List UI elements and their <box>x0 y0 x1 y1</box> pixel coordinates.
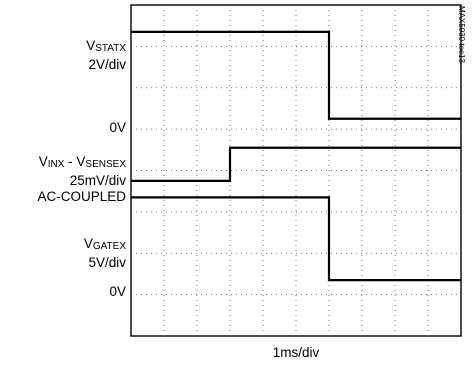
series-line-3 <box>131 196 461 282</box>
traces <box>131 30 461 282</box>
series-line-2 <box>131 146 461 182</box>
label-zero-statx: 0V <box>109 120 126 135</box>
label-zero-gatex: 0V <box>109 284 126 299</box>
label-vinx-vsensex: VINX - VSENSEX 25mV/div AC-COUPLED <box>37 154 126 204</box>
label-vgatex: VGATEX 5V/div <box>83 236 126 270</box>
x-axis-label: 1ms/div <box>272 345 320 360</box>
series-line-1 <box>131 30 461 120</box>
figure-tag: MAX5930 toc13 <box>457 6 466 63</box>
grid <box>131 5 461 336</box>
label-vstatx: VSTATX 2V/div <box>86 38 126 72</box>
